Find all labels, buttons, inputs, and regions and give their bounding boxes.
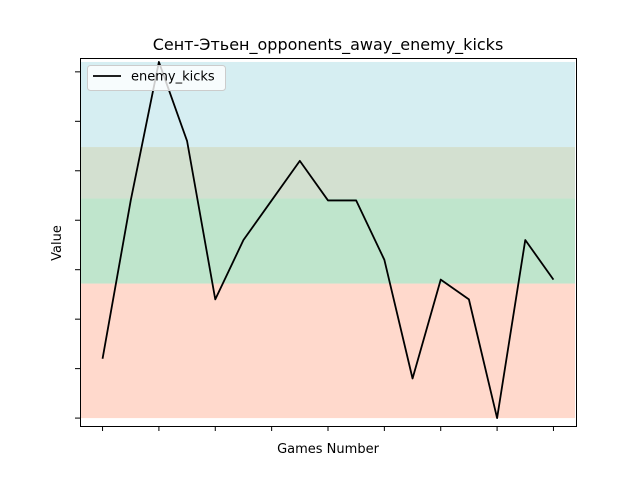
y-axis-label: Value	[50, 225, 65, 261]
legend-box	[87, 65, 226, 91]
y-axis-ticks	[75, 71, 80, 419]
legend-entry-enemy-kicks: enemy_kicks	[131, 70, 215, 85]
x-axis-ticks	[102, 426, 554, 431]
x-axis-label: Games Number	[277, 442, 379, 457]
chart-title: Сент-Этьен_opponents_away_enemy_kicks	[153, 35, 504, 55]
series-lines	[101, 61, 555, 419]
legend: enemy_kicks	[87, 65, 226, 91]
background-band-3	[81, 147, 575, 199]
background-bands	[81, 61, 575, 419]
background-band-2	[81, 198, 575, 284]
